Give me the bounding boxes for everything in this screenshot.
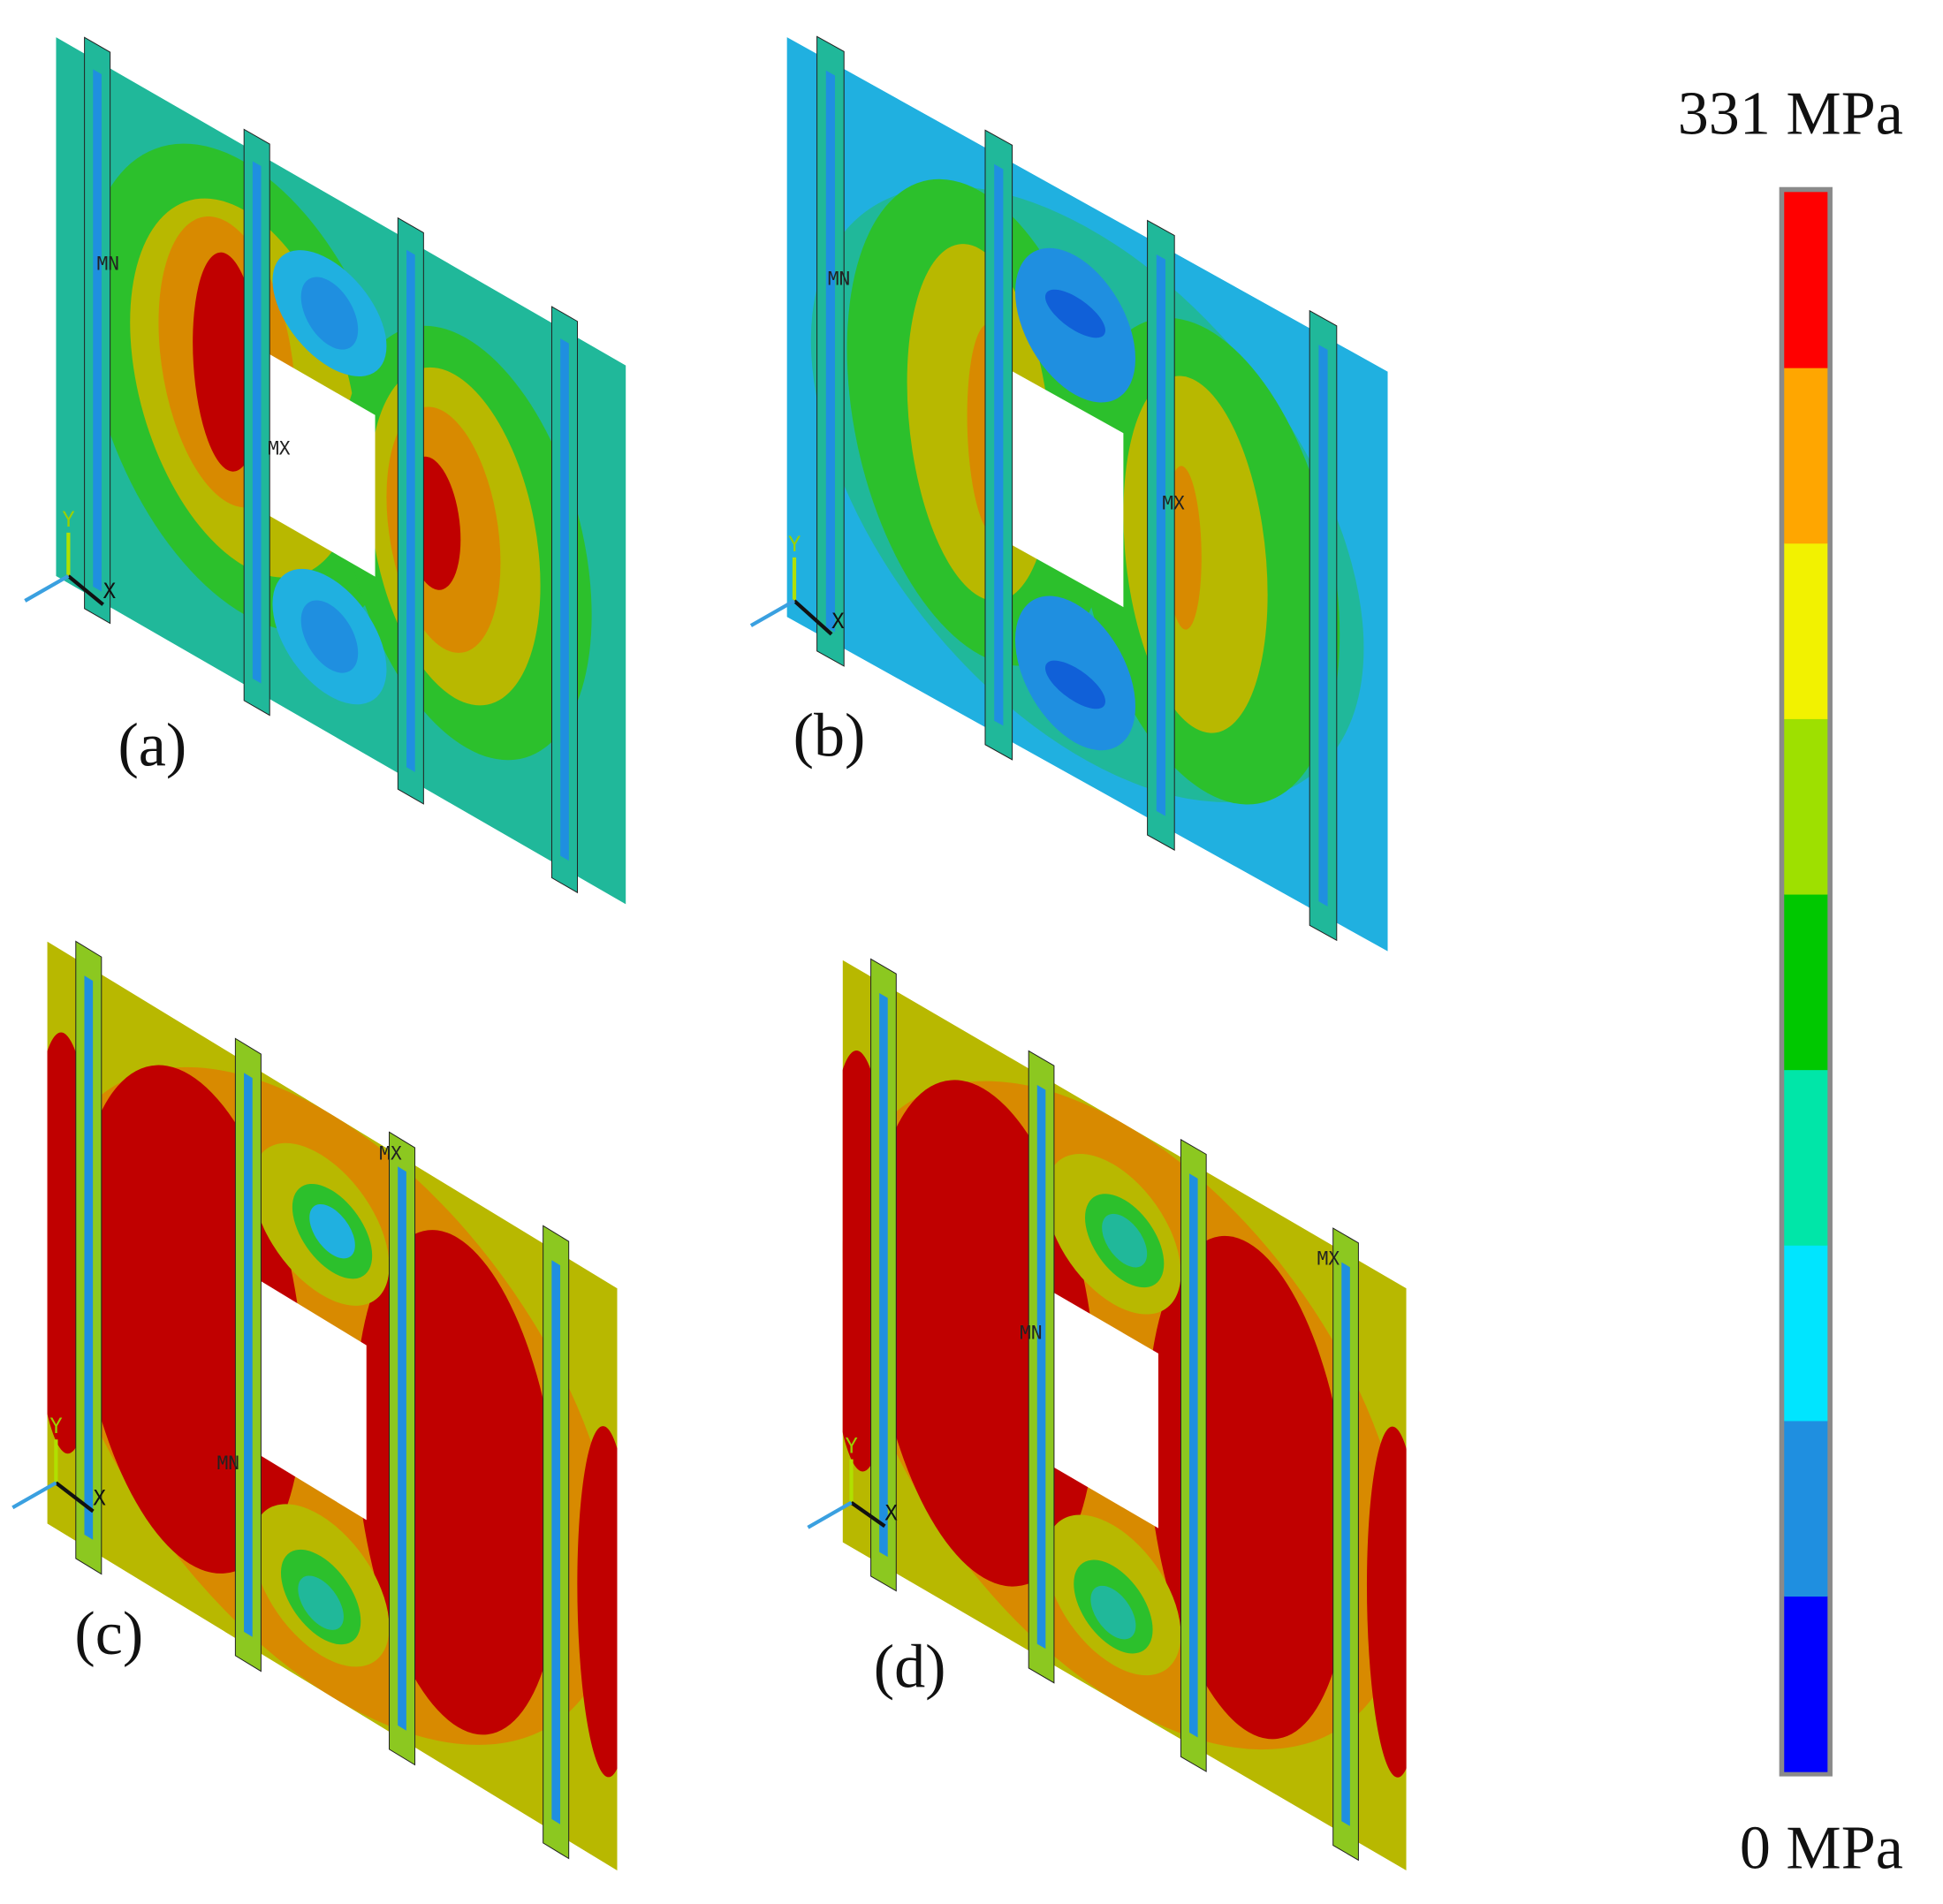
plate-hole (1009, 369, 1124, 608)
stress-contour (300, 600, 359, 673)
stiffener-core (252, 161, 262, 684)
stiffener-core (1189, 1173, 1198, 1738)
stress-panel (56, 21, 626, 921)
triad-label: X (884, 1500, 898, 1525)
triad-label: Y (62, 507, 74, 532)
stress-panel (30, 914, 634, 1899)
plate (787, 19, 1388, 968)
panel-label: (a) (118, 711, 186, 779)
contour-marker: MX (268, 437, 291, 459)
stress-contour (1102, 1213, 1148, 1268)
colorbar-band (1784, 893, 1828, 1071)
stiffener-core (825, 70, 835, 633)
panel-label: (d) (874, 1634, 946, 1702)
plate-outline (787, 37, 1388, 952)
triad-axis (850, 1501, 886, 1529)
stress-contour (309, 1203, 355, 1259)
panel-label: (c) (74, 1600, 143, 1668)
triad-axis (55, 1481, 95, 1513)
triad-label: X (103, 579, 117, 603)
plate-hole (266, 353, 376, 577)
colorbar-band (1784, 367, 1828, 544)
triad-label: Y (845, 1434, 857, 1459)
triad-axis (67, 574, 104, 606)
triad-label: X (93, 1486, 106, 1511)
triad-label: Y (788, 532, 801, 557)
plate (56, 21, 626, 921)
stress-contour (1090, 1585, 1136, 1640)
stiffener-core (1318, 345, 1328, 906)
colorbar-min-label: 0 MPa (1740, 1814, 1903, 1882)
stress-contour (298, 1575, 344, 1630)
plate (30, 914, 634, 1899)
stress-contour (577, 1426, 618, 1778)
stiffener-core (1156, 254, 1165, 816)
stiffener-core (994, 163, 1004, 726)
triad-axis (11, 1481, 57, 1510)
contour-marker: MN (828, 267, 850, 289)
stress-panel (826, 933, 1423, 1898)
triad-axis (793, 599, 833, 636)
stiffener-core (560, 338, 569, 861)
triad-axis (807, 1500, 853, 1529)
stiffener-core (879, 992, 888, 1558)
colorbar-band (1784, 1245, 1828, 1422)
triad-axis (749, 599, 796, 627)
colorbar-band (1784, 718, 1828, 895)
stress-panel (787, 19, 1388, 968)
stiffener-core (84, 975, 94, 1540)
stiffener-core (1341, 1262, 1350, 1826)
plate-outline (56, 37, 626, 904)
stress-contour (300, 277, 359, 350)
contour-marker: MX (379, 1142, 402, 1164)
stiffener-core (406, 249, 415, 772)
colorbar-band (1784, 1596, 1828, 1772)
contour-marker: MX (1162, 491, 1185, 513)
stress-contour (1366, 1426, 1407, 1778)
stiffener-core (244, 1073, 253, 1637)
triad-label: X (831, 609, 845, 633)
contour-marker: MN (217, 1452, 239, 1474)
stiffener-core (1036, 1084, 1046, 1650)
panel-label: (b) (793, 702, 866, 770)
stress-contour (1044, 660, 1105, 709)
plate-outline (843, 960, 1407, 1871)
colorbar-band (1784, 1069, 1828, 1246)
colorbar-band (1784, 1420, 1828, 1597)
triad-label: Y (49, 1414, 62, 1438)
triad-axis (24, 574, 70, 603)
plate-hole (1051, 1291, 1158, 1529)
stiffener-core (551, 1260, 561, 1824)
contour-marker: MX (1317, 1248, 1340, 1270)
colorbar-max-label: 331 MPa (1678, 80, 1903, 148)
colorbar-band (1784, 192, 1828, 368)
contour-marker: MN (1020, 1322, 1042, 1344)
colorbar-band (1784, 542, 1828, 719)
contour-marker: MN (97, 253, 119, 275)
plate-hole (258, 1279, 367, 1521)
plate (826, 933, 1423, 1898)
stiffener-core (93, 69, 102, 592)
stress-contour (1044, 289, 1105, 338)
plate-outline (48, 942, 618, 1871)
stiffener-core (398, 1166, 406, 1731)
